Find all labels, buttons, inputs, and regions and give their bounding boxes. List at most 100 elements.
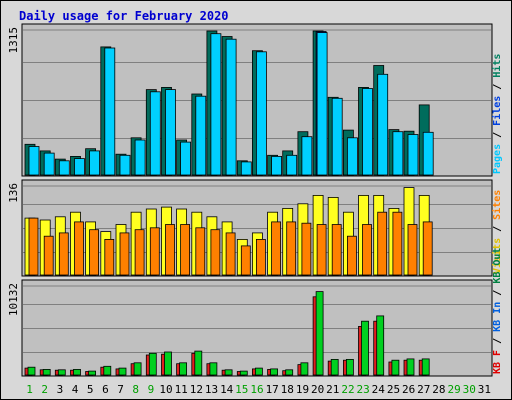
- legend-visits: Visits: [491, 238, 503, 274]
- day-label: 18: [281, 383, 294, 396]
- bar-sites: [362, 224, 372, 276]
- bar-kb-out: [376, 315, 385, 376]
- bar-sites: [377, 211, 388, 276]
- day-label: 10: [159, 383, 172, 396]
- day-labels: 1 2 3 4 5 6 7 8 9 10 11 12 13 14 15 16 17 18 19 20 21 22 23 24 2…: [26, 383, 491, 396]
- bar-pages: [180, 141, 192, 176]
- bar-pages: [240, 161, 252, 176]
- y-max-label: 10132: [7, 283, 20, 316]
- gridlines: [23, 285, 491, 353]
- bar-pages: [74, 158, 85, 176]
- bar-sites: [271, 221, 282, 276]
- bar-kb-out: [194, 350, 203, 376]
- legend-pages: Pages: [492, 144, 503, 174]
- day-label: 4: [72, 383, 79, 396]
- day-label: 11: [175, 383, 188, 396]
- day-label: 16: [250, 383, 263, 396]
- day-label: 21: [326, 383, 339, 396]
- bar-kb-out: [209, 362, 218, 376]
- y-max-label: 136: [7, 183, 20, 203]
- bar-sites: [43, 235, 54, 276]
- bar-kb-out: [224, 369, 233, 376]
- bar-kb-out: [270, 368, 279, 376]
- bar-kb-out: [315, 291, 324, 376]
- bar-sites: [119, 232, 130, 276]
- day-label: 17: [266, 383, 279, 396]
- day-label: 1: [26, 383, 33, 396]
- panel-visits-sites: 136 Visits / Sites: [7, 179, 503, 277]
- bar-kb-out: [345, 358, 354, 376]
- bar-sites: [225, 232, 236, 276]
- bar-sites: [210, 229, 221, 276]
- bar-sites: [286, 221, 297, 276]
- bar-pages: [195, 95, 207, 176]
- legend-kb-f: KB F: [492, 350, 503, 374]
- bar-kb-out: [88, 370, 96, 376]
- bar-pages: [149, 91, 161, 176]
- day-label: 2: [41, 383, 48, 396]
- bar-kb-out: [57, 369, 66, 376]
- panel-pages-files-hits: 1315 Pages / Files / Hits: [7, 23, 503, 177]
- bar-pages: [28, 146, 40, 176]
- bar-kb-out: [254, 367, 263, 376]
- legend: KB F / KB In / KB Out: [492, 248, 503, 374]
- bar-kb-out: [330, 358, 339, 376]
- day-label: 12: [190, 383, 203, 396]
- panel-kbytes: 10132 KB F / KB In / KB Out: [7, 248, 503, 377]
- day-label: 22: [341, 383, 354, 396]
- bar-kb-out: [103, 365, 112, 376]
- bar-sites: [195, 227, 206, 276]
- day-label: 13: [205, 383, 218, 396]
- bar-sites: [89, 229, 99, 276]
- day-label: 23: [356, 383, 369, 396]
- bar-pages: [392, 131, 404, 176]
- bar-sites: [180, 224, 191, 276]
- bar-pages: [58, 160, 70, 176]
- bar-sites: [240, 245, 251, 276]
- bar-kb-out: [421, 358, 430, 376]
- legend-separator: /: [492, 126, 503, 144]
- bar-pages: [407, 134, 419, 176]
- bar-pages: [255, 51, 267, 176]
- legend-hits: Hits: [491, 54, 503, 78]
- bar-kb-out: [285, 369, 294, 376]
- bars: [24, 30, 434, 176]
- day-label: 25: [387, 383, 400, 396]
- bar-kb-out: [391, 359, 400, 376]
- legend-text: Visits / Sites: [491, 190, 503, 274]
- bar-sites: [255, 238, 266, 276]
- day-label: 20: [311, 383, 324, 396]
- day-label: 29: [447, 383, 460, 396]
- day-label: 6: [102, 383, 109, 396]
- legend-separator: /: [492, 284, 503, 302]
- bar-sites: [104, 238, 115, 276]
- bar-kb-out: [179, 362, 188, 376]
- bar-pages: [316, 32, 328, 176]
- bar-sites: [422, 221, 433, 276]
- legend: Pages / Files / Hits: [491, 54, 503, 174]
- bar-kb-out: [42, 368, 51, 376]
- bar-sites: [331, 224, 342, 276]
- bar-pages: [119, 154, 131, 176]
- bars: [24, 187, 433, 276]
- bar-kb-out: [148, 352, 157, 376]
- day-label: 24: [372, 383, 386, 396]
- bar-pages: [422, 131, 434, 176]
- bar-kb-out: [133, 362, 142, 376]
- day-label: 3: [57, 383, 64, 396]
- day-label: 30: [463, 383, 476, 396]
- day-label: 8: [132, 383, 139, 396]
- bar-pages: [134, 139, 146, 176]
- chart-title: Daily usage for February 2020: [19, 9, 229, 23]
- legend-text: KB F / KB In / KB Out: [492, 248, 503, 374]
- day-label: 31: [478, 383, 491, 396]
- bar-sites: [407, 224, 418, 276]
- day-label: 27: [417, 383, 430, 396]
- bar-sites: [316, 224, 327, 276]
- day-label: 7: [117, 383, 124, 396]
- legend-kb-out: KB Out: [492, 248, 503, 284]
- bar-kb-out: [73, 368, 81, 376]
- bar-sites: [134, 229, 145, 276]
- day-label: 26: [402, 383, 415, 396]
- day-label: 19: [296, 383, 309, 396]
